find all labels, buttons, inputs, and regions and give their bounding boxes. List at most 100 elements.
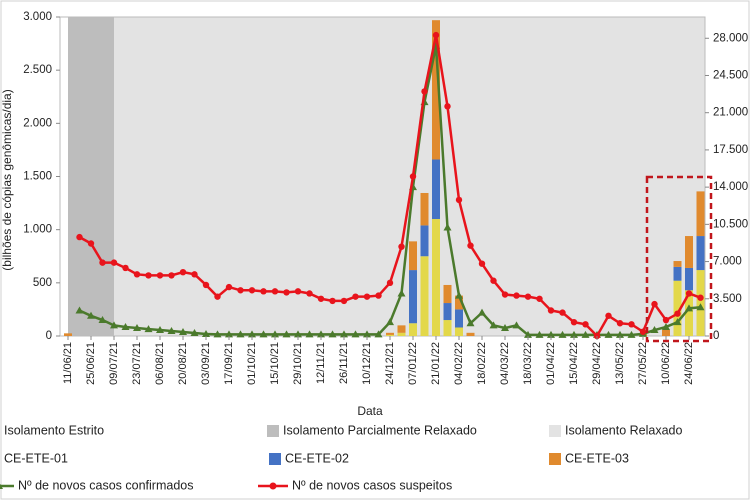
marker [524,293,532,300]
bar-segment [420,256,429,336]
marker [398,243,405,250]
marker [76,233,83,241]
bar-segment [432,159,440,220]
x-tick-label: 29/04/22 [591,342,603,385]
y-axis-title: (bilhões de cópias genômicas/dia) [0,89,14,270]
bar-segment [696,236,705,271]
marker [467,242,474,249]
bar-segment [432,219,440,336]
x-tick-label: 12/11/21 [315,342,327,384]
marker [236,330,245,338]
legend-label: Isolamento Parcialmente Relaxado [283,423,477,437]
marker [75,306,84,314]
y-tick-label: 500 [33,277,52,289]
marker [581,330,590,338]
x-tick-label: 03/09/21 [200,342,212,385]
marker [363,330,371,338]
bar-segment [409,241,417,271]
legend-swatch [267,425,279,437]
y-tick-label: 3.000 [23,11,52,23]
marker [87,311,95,319]
bar-segment [685,290,693,336]
marker [444,103,451,110]
marker [328,330,337,338]
marker [558,330,567,338]
marker [685,290,693,297]
marker [248,287,256,294]
marker [306,290,313,297]
marker [133,324,141,332]
marker [535,330,544,338]
bar-segment [466,332,475,336]
marker [696,303,705,311]
marker [501,324,509,332]
y-tick-label: 0 [46,330,52,342]
marker [340,297,348,305]
highlight-box [645,175,713,343]
y2-tick-label: 10.500 [713,218,748,230]
marker [294,288,302,295]
marker [697,294,704,301]
marker [179,327,187,335]
x-tick-label: 27/05/22 [637,342,649,385]
marker [340,330,348,338]
marker [570,318,578,326]
marker [489,321,498,329]
x-tick-label: 21/01/22 [430,342,442,385]
x-tick-label: 17/09/21 [223,342,235,385]
legend-swatch [549,425,561,437]
legend-label: Nº de novos casos confirmados [18,478,193,492]
bar-segment [685,267,693,291]
marker [547,307,555,314]
marker [351,330,360,338]
marker [122,264,129,272]
marker [455,196,463,204]
marker [167,327,176,335]
marker [513,292,520,299]
x-tick-label: 26/11/21 [338,342,350,384]
y2-tick-label: 17.500 [713,144,748,156]
plot-background [59,16,706,337]
bar-segment [455,295,463,310]
legend-swatch [549,453,561,465]
legend-label: Isolamento Estrito [4,423,104,437]
y-tick-label: 2.000 [23,117,52,129]
bar-segment [455,327,463,336]
bar-segment [64,333,72,336]
legend-label: CE-ETE-02 [285,451,349,465]
y2-tick-label: 3.500 [713,293,742,305]
marker [673,318,682,326]
marker [627,330,636,338]
marker [397,289,406,297]
marker [168,272,175,279]
x-tick-label: 15/04/22 [568,342,580,385]
x-tick-label: 20/08/21 [177,342,189,385]
marker [144,325,153,333]
marker [259,330,268,338]
marker [662,316,670,324]
bar-segment [662,329,670,336]
x-tick-label: 15/10/21 [269,342,281,385]
marker [352,293,359,300]
x-tick-label: 29/10/21 [292,342,304,385]
marker [260,288,267,295]
marker [271,330,279,338]
marker [605,312,612,319]
x-tick-label: 04/03/22 [499,342,511,385]
x-tick-label: 25/06/21 [85,342,97,385]
legend-marker [0,483,3,489]
marker [651,300,658,308]
bar-segment [386,334,394,336]
bar-segment [420,192,429,226]
marker [501,291,509,298]
y2-tick-label: 21.000 [713,107,748,119]
bar-segment [673,280,682,336]
x-tick-label: 24/12/21 [384,342,396,385]
marker [179,269,187,276]
marker [616,330,624,338]
marker [98,316,107,324]
y2-tick-label: 28.000 [713,32,748,44]
